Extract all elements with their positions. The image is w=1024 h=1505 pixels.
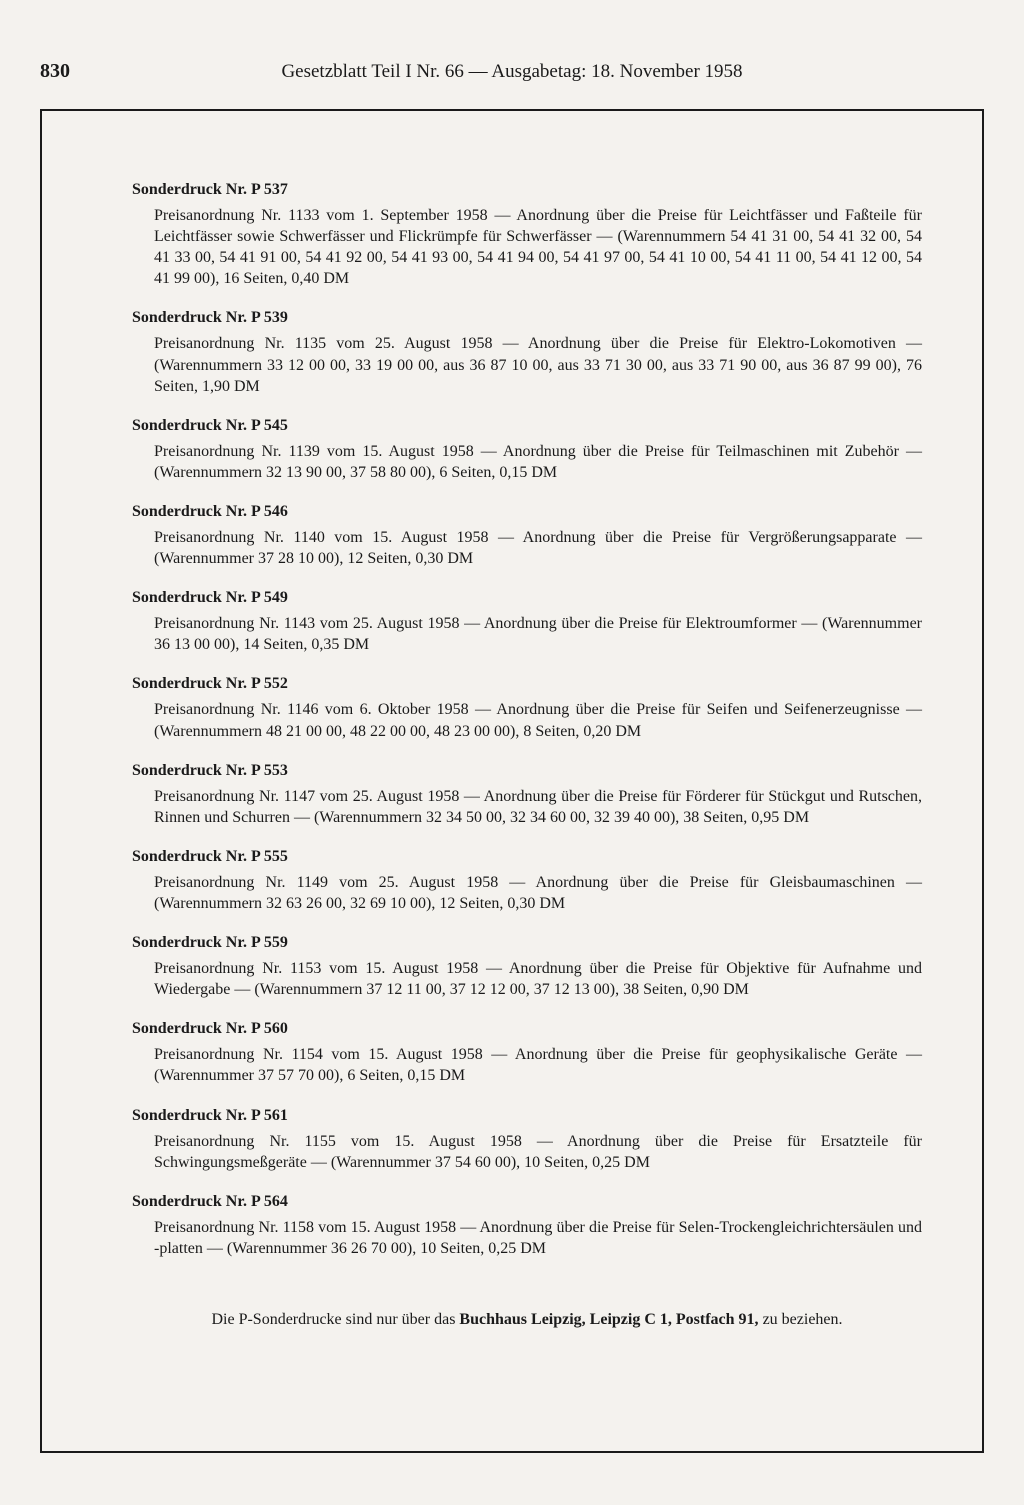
entry: Sonderdruck Nr. P 559 Preisanordnung Nr. …: [132, 934, 922, 1000]
entry: Sonderdruck Nr. P 564 Preisanordnung Nr. …: [132, 1193, 922, 1259]
entry-body: Preisanordnung Nr. 1158 vom 15. August 1…: [132, 1217, 922, 1259]
footer-bold: Buchhaus Leipzig, Leipzig C 1, Postfach …: [459, 1311, 758, 1328]
entry-title: Sonderdruck Nr. P 560: [132, 1020, 922, 1038]
entry: Sonderdruck Nr. P 546 Preisanordnung Nr. …: [132, 503, 922, 569]
entry-body: Preisanordnung Nr. 1139 vom 15. August 1…: [132, 441, 922, 483]
content-frame: Sonderdruck Nr. P 537 Preisanordnung Nr. …: [40, 109, 984, 1453]
entry-title: Sonderdruck Nr. P 545: [132, 417, 922, 435]
entry-title: Sonderdruck Nr. P 552: [132, 675, 922, 693]
entry: Sonderdruck Nr. P 561 Preisanordnung Nr. …: [132, 1107, 922, 1173]
entry-title: Sonderdruck Nr. P 553: [132, 762, 922, 780]
entry: Sonderdruck Nr. P 545 Preisanordnung Nr. …: [132, 417, 922, 483]
footer-prefix: Die P-Sonderdrucke sind nur über das: [211, 1311, 459, 1328]
entry-body: Preisanordnung Nr. 1149 vom 25. August 1…: [132, 872, 922, 914]
page-header: 830 Gesetzblatt Teil I Nr. 66 — Ausgabet…: [40, 60, 984, 83]
entry: Sonderdruck Nr. P 553 Preisanordnung Nr. …: [132, 762, 922, 828]
entry-title: Sonderdruck Nr. P 537: [132, 181, 922, 199]
entries-list: Sonderdruck Nr. P 537 Preisanordnung Nr. …: [132, 181, 922, 1259]
entry: Sonderdruck Nr. P 539 Preisanordnung Nr. …: [132, 309, 922, 396]
entry: Sonderdruck Nr. P 549 Preisanordnung Nr. …: [132, 589, 922, 655]
entry-body: Preisanordnung Nr. 1154 vom 15. August 1…: [132, 1044, 922, 1086]
header-title: Gesetzblatt Teil I Nr. 66 — Ausgabetag: …: [120, 61, 984, 83]
entry: Sonderdruck Nr. P 555 Preisanordnung Nr. …: [132, 848, 922, 914]
entry-body: Preisanordnung Nr. 1146 vom 6. Oktober 1…: [132, 699, 922, 741]
entry-body: Preisanordnung Nr. 1143 vom 25. August 1…: [132, 613, 922, 655]
entry: Sonderdruck Nr. P 537 Preisanordnung Nr. …: [132, 181, 922, 289]
entry: Sonderdruck Nr. P 552 Preisanordnung Nr. …: [132, 675, 922, 741]
entry: Sonderdruck Nr. P 560 Preisanordnung Nr. …: [132, 1020, 922, 1086]
entry-body: Preisanordnung Nr. 1140 vom 15. August 1…: [132, 527, 922, 569]
entry-body: Preisanordnung Nr. 1153 vom 15. August 1…: [132, 958, 922, 1000]
entry-title: Sonderdruck Nr. P 564: [132, 1193, 922, 1211]
entry-title: Sonderdruck Nr. P 561: [132, 1107, 922, 1125]
entry-body: Preisanordnung Nr. 1133 vom 1. September…: [132, 205, 922, 289]
entry-title: Sonderdruck Nr. P 549: [132, 589, 922, 607]
entry-body: Preisanordnung Nr. 1135 vom 25. August 1…: [132, 333, 922, 396]
page-container: 830 Gesetzblatt Teil I Nr. 66 — Ausgabet…: [0, 0, 1024, 1505]
entry-title: Sonderdruck Nr. P 546: [132, 503, 922, 521]
entry-title: Sonderdruck Nr. P 539: [132, 309, 922, 327]
entry-body: Preisanordnung Nr. 1147 vom 25. August 1…: [132, 786, 922, 828]
footer-suffix: zu beziehen.: [759, 1311, 843, 1328]
page-number: 830: [40, 60, 120, 83]
entry-title: Sonderdruck Nr. P 559: [132, 934, 922, 952]
entry-body: Preisanordnung Nr. 1155 vom 15. August 1…: [132, 1131, 922, 1173]
footer-note: Die P-Sonderdrucke sind nur über das Buc…: [132, 1309, 922, 1331]
entry-title: Sonderdruck Nr. P 555: [132, 848, 922, 866]
